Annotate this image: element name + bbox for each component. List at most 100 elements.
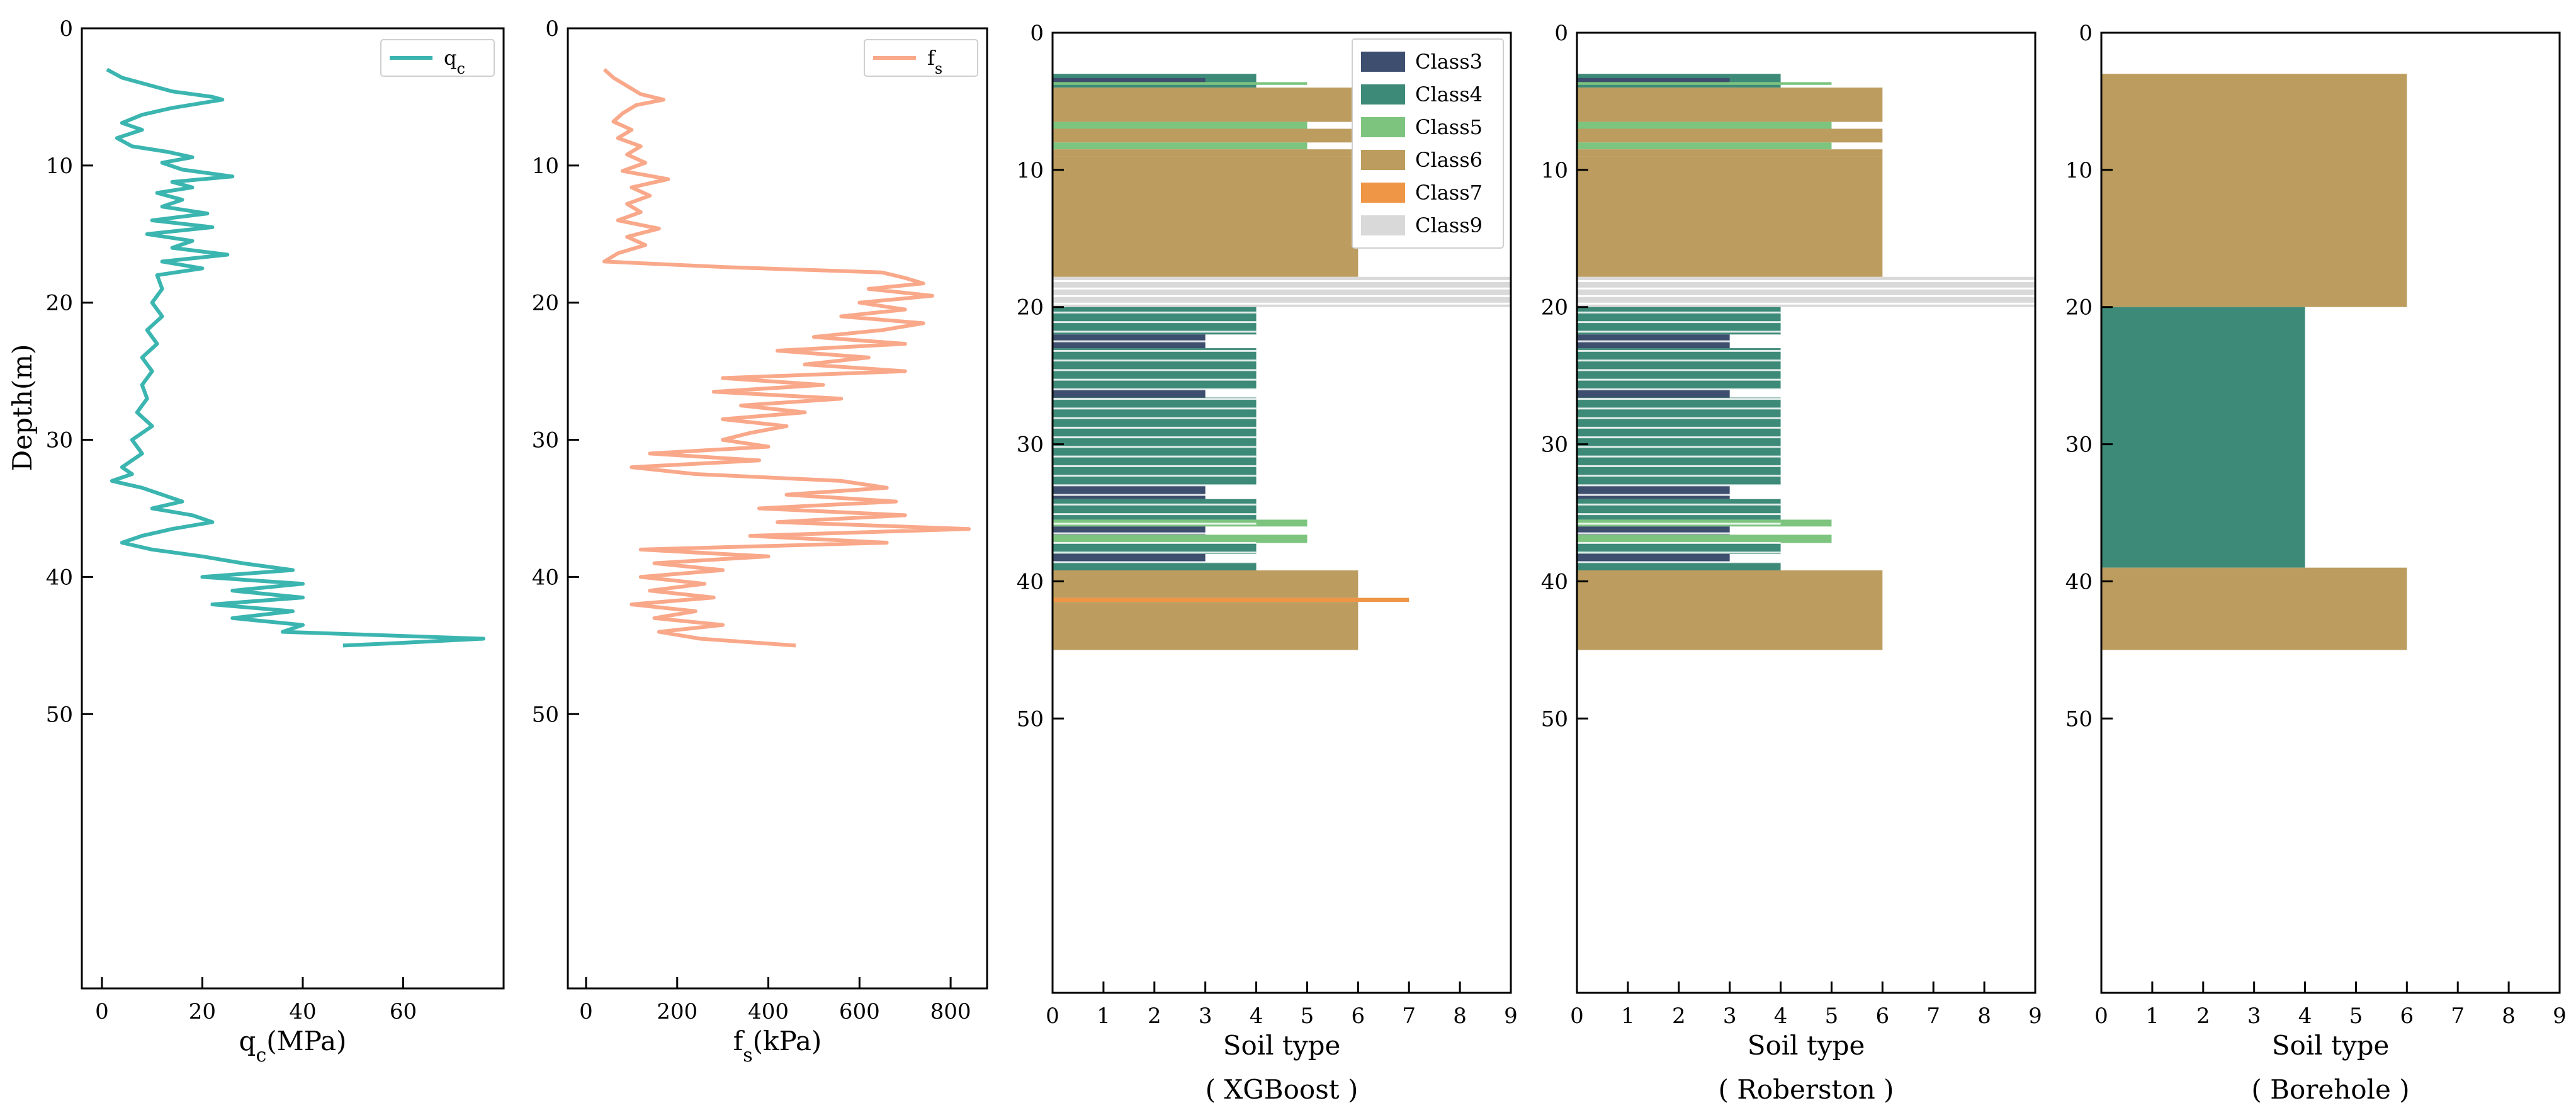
x-tick-label: 8	[2502, 1004, 2516, 1029]
x-tick-label: 7	[1926, 1004, 1940, 1029]
soil-layers	[1577, 74, 2035, 650]
x-tick-label: 4	[1774, 1004, 1788, 1029]
y-tick-label: 40	[532, 565, 559, 590]
soil-layer-bar	[2101, 567, 2407, 650]
y-axis: 0 10 20 30 40 50	[1541, 21, 1588, 732]
x-tick-label: 3	[2247, 1004, 2261, 1029]
x-tick-label: 1	[2145, 1004, 2159, 1029]
y-tick-label: 40	[46, 565, 73, 590]
x-axis: 0 200 400 600 800	[579, 977, 971, 1024]
soil-layer-bar	[1577, 122, 1832, 129]
x-tick-label: 4	[2298, 1004, 2312, 1029]
soil-layer-bar	[1053, 82, 1308, 85]
y-tick-label: 40	[1017, 569, 1044, 594]
axes-frame	[81, 27, 505, 990]
x-tick-label: 800	[930, 999, 971, 1024]
x-axis: 0 1 2 3 4 5 6 7 8 9	[2094, 981, 2567, 1029]
x-axis-label-main: q	[239, 1026, 256, 1056]
x-axis-label: fs(kPa)	[733, 1026, 822, 1066]
soil-layer-bar	[1577, 535, 1832, 543]
y-axis-label: Depth(m)	[7, 344, 38, 472]
x-tick-label: 9	[2553, 1004, 2567, 1029]
x-tick-label: 2	[1148, 1004, 1161, 1029]
legend-label-main: f	[927, 46, 936, 70]
soil-layer-bar	[1053, 602, 1359, 650]
x-tick-label: 3	[1199, 1004, 1212, 1029]
y-tick-label: 50	[532, 702, 559, 727]
soil-layer-bar	[1577, 397, 1781, 485]
legend-swatch-class5	[1361, 117, 1405, 137]
soil-layer-bar	[2101, 74, 2407, 307]
x-tick-label: 1	[1621, 1004, 1635, 1029]
x-tick-label: 4	[1250, 1004, 1263, 1029]
x-tick-label: 2	[1672, 1004, 1686, 1029]
soil-layer-bar	[1577, 570, 1883, 650]
legend-label: Class5	[1415, 115, 1483, 139]
soil-layers	[1053, 74, 1511, 650]
axes-frame	[567, 27, 988, 990]
y-tick-label: 0	[1030, 21, 1044, 46]
legend-label-sub: c	[456, 60, 465, 77]
soil-layer-bar	[1577, 128, 1883, 143]
y-tick-label: 40	[2065, 569, 2093, 594]
y-tick-label: 20	[2065, 295, 2093, 320]
x-axis-label-sub: c	[256, 1044, 266, 1066]
y-tick-label: 0	[545, 16, 559, 42]
y-tick-label: 10	[1541, 158, 1568, 183]
legend-swatch-class7	[1361, 183, 1405, 203]
legend-label-main: q	[444, 46, 456, 70]
x-tick-label: 20	[189, 999, 216, 1024]
soil-layer-bar	[1053, 142, 1308, 150]
legend-box	[380, 39, 495, 77]
x-axis-label-main: f	[733, 1026, 745, 1056]
panel-Roberston: 0 10 20 30 40 50 0 1 2 3 4 5 6 7 8 9 Soil type ( Robersto…	[1541, 21, 2042, 1105]
soil-layer-bar	[1577, 88, 1883, 122]
legend-box	[864, 39, 978, 77]
series-line-f_s	[602, 68, 971, 648]
x-tick-label: 5	[1825, 1004, 1839, 1029]
soil-layer-bar	[1053, 535, 1308, 543]
y-tick-label: 10	[532, 154, 559, 179]
legend-label: fs	[927, 46, 942, 77]
x-tick-label: 5	[1301, 1004, 1314, 1029]
soil-layer-bar	[1053, 307, 1257, 335]
legend-label: qc	[444, 46, 465, 77]
x-axis-label-unit: (kPa)	[753, 1026, 822, 1056]
y-tick-label: 20	[1541, 295, 1568, 320]
layer-stripes	[1053, 280, 1511, 563]
y-tick-label: 20	[46, 291, 73, 316]
x-tick-label: 8	[1453, 1004, 1467, 1029]
soil-layer-bar	[1053, 570, 1359, 598]
soil-layer-bar	[2101, 307, 2305, 568]
panel-caption: ( Roberston )	[1719, 1074, 1894, 1105]
y-tick-label: 30	[1017, 433, 1044, 458]
x-tick-label: 0	[95, 999, 109, 1024]
y-axis: 0 10 20 30 40 50	[1017, 21, 1064, 732]
y-tick-label: 30	[532, 428, 559, 453]
y-tick-label: 30	[1541, 433, 1568, 458]
legend-label: Class3	[1415, 50, 1483, 74]
soil-layer-bar	[1577, 389, 1730, 398]
soil-layer-bar	[1053, 156, 1359, 277]
x-tick-label: 7	[2451, 1004, 2465, 1029]
x-tick-label: 400	[748, 999, 789, 1024]
legend: qc	[380, 39, 495, 77]
soil-layer-bar	[1577, 543, 1781, 554]
axes-frame	[1051, 31, 1512, 994]
y-tick-label: 20	[532, 291, 559, 316]
legend-label: Class6	[1415, 148, 1483, 172]
soil-layer-bar	[1053, 122, 1308, 129]
soil-layer-bar	[1577, 149, 1883, 157]
soil-layer-bar	[1053, 562, 1257, 570]
y-tick-label: 50	[2065, 706, 2093, 732]
axes-frame	[2100, 31, 2561, 994]
layer-stripes	[1577, 280, 2035, 563]
soil-layer-bar	[1577, 553, 1730, 562]
x-axis: 0 1 2 3 4 5 6 7 8 9	[1570, 981, 2042, 1029]
x-tick-label: 7	[1402, 1004, 1416, 1029]
x-axis: 0 20 40 60	[95, 977, 417, 1024]
soil-layer-bar	[1577, 77, 1730, 82]
soil-layers	[2101, 74, 2407, 650]
